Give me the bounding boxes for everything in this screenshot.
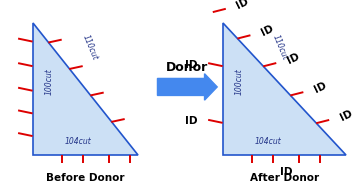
Text: ID: ID — [312, 80, 328, 95]
Text: 100cut: 100cut — [235, 68, 243, 95]
Text: 100cut: 100cut — [45, 68, 53, 95]
Text: 110cut: 110cut — [271, 33, 290, 61]
FancyArrow shape — [157, 74, 217, 100]
Text: Before Donor: Before Donor — [46, 173, 124, 183]
Text: ID: ID — [285, 51, 301, 66]
Text: ID: ID — [235, 0, 251, 11]
Text: 104cut: 104cut — [254, 137, 281, 146]
Text: After Donor: After Donor — [250, 173, 319, 183]
Text: ID: ID — [338, 108, 354, 122]
Text: ID: ID — [280, 167, 292, 177]
Text: ID: ID — [185, 60, 197, 70]
Text: 104cut: 104cut — [64, 137, 91, 146]
Text: ID: ID — [185, 116, 197, 126]
Polygon shape — [223, 23, 346, 155]
Text: Donor: Donor — [166, 61, 209, 74]
Text: ID: ID — [260, 23, 275, 38]
Text: 110cut: 110cut — [81, 33, 100, 61]
Polygon shape — [33, 23, 138, 155]
